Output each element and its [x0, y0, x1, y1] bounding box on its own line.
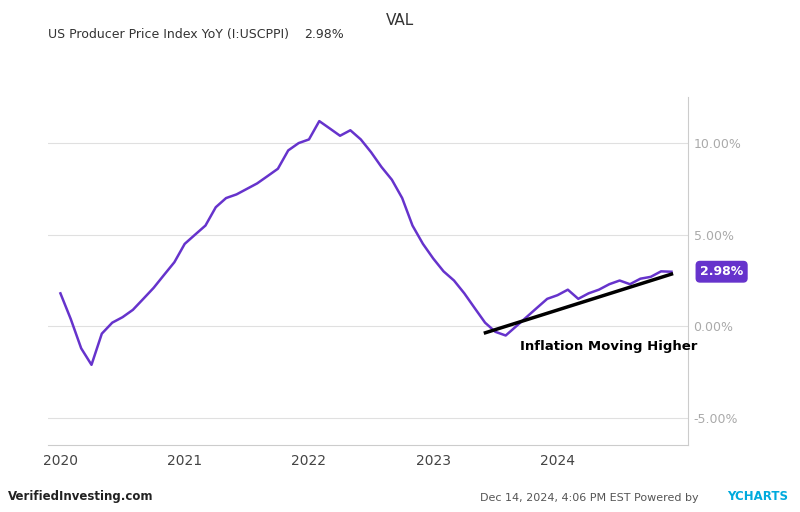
- Text: 2.98%: 2.98%: [304, 28, 344, 41]
- Text: Inflation Moving Higher: Inflation Moving Higher: [520, 340, 698, 353]
- Text: VerifiedInvesting.com: VerifiedInvesting.com: [8, 490, 154, 503]
- Text: US Producer Price Index YoY (I:USCPPI): US Producer Price Index YoY (I:USCPPI): [48, 28, 289, 41]
- Text: VAL: VAL: [386, 13, 414, 28]
- Text: YCHARTS: YCHARTS: [727, 490, 788, 503]
- Text: 2.98%: 2.98%: [700, 265, 743, 278]
- Text: Dec 14, 2024, 4:06 PM EST Powered by: Dec 14, 2024, 4:06 PM EST Powered by: [480, 493, 702, 503]
